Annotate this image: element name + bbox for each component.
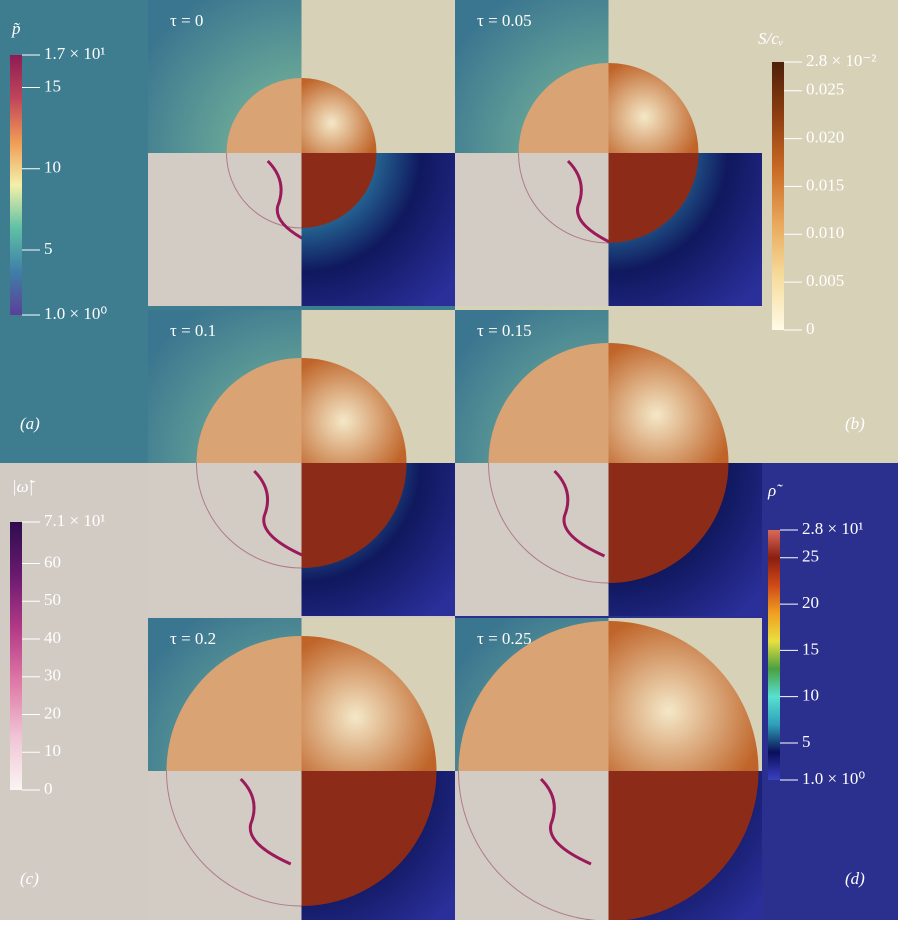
- corner-label: (d): [845, 869, 865, 888]
- vortex-sheet: [566, 159, 609, 244]
- panel: τ = 0.2: [148, 618, 455, 924]
- colorbar: [10, 522, 22, 790]
- tick-label: 50: [44, 590, 61, 609]
- colorbars: p̃ 1.0 × 10⁰ 5 10 15 1.7 × 10¹ S/cᵥ 0 0.005 0.010…: [10, 19, 876, 798]
- front: [301, 636, 437, 771]
- tick-label: 5: [44, 239, 53, 258]
- tick-label: 7.1 × 10¹: [44, 511, 105, 530]
- tick-label: 20: [44, 703, 61, 722]
- tick-label: 15: [44, 76, 61, 95]
- tick-label: 10: [44, 158, 61, 177]
- panel: τ = 0.05: [455, 0, 762, 306]
- corner-label: (c): [20, 869, 39, 888]
- tick-label: 0: [806, 319, 815, 338]
- panel: τ = 0.25: [455, 618, 762, 924]
- tick-label: 1.0 × 10⁰: [44, 304, 107, 323]
- front: [488, 343, 609, 463]
- front: [518, 63, 609, 153]
- corner-label: (b): [845, 414, 865, 433]
- front: [608, 463, 729, 583]
- vortex-sheet: [253, 469, 302, 557]
- front: [226, 78, 302, 153]
- tick-label: 5: [802, 732, 811, 751]
- tick-label: 10: [802, 686, 819, 705]
- panel-label: τ = 0.05: [477, 11, 532, 30]
- colorbar: [768, 530, 780, 780]
- vortex-sheet: [553, 469, 606, 558]
- tick-label: 0.025: [806, 80, 844, 99]
- front: [301, 153, 377, 228]
- front: [608, 621, 759, 771]
- panel: τ = 0.15: [455, 310, 762, 616]
- front: [608, 343, 729, 463]
- tick-label: 60: [44, 552, 61, 571]
- tick-label: 0.010: [806, 223, 844, 242]
- tick-label: 0.015: [806, 175, 844, 194]
- tick-label: 40: [44, 628, 61, 647]
- tick-label: 10: [44, 741, 61, 760]
- vortex-sheet: [266, 159, 302, 240]
- colorbar: [772, 62, 784, 330]
- colorbar-title: p̃: [11, 19, 21, 38]
- front: [301, 78, 377, 153]
- front: [608, 63, 699, 153]
- panel-label: τ = 0.2: [170, 629, 216, 648]
- front: [166, 771, 302, 907]
- front: [301, 358, 407, 463]
- front: [226, 153, 302, 229]
- tick-label: 15: [802, 639, 819, 658]
- panel: τ = 0.1: [148, 310, 455, 616]
- tick-label: 0: [44, 779, 53, 798]
- front: [608, 153, 699, 243]
- panel-label: τ = 0: [170, 11, 203, 30]
- colorbar-title: |ω̃|: [12, 477, 36, 496]
- front: [301, 771, 437, 906]
- corner-label: (a): [20, 414, 40, 433]
- front: [301, 463, 407, 568]
- front: [488, 463, 609, 584]
- front: [196, 358, 302, 463]
- tick-label: 1.0 × 10⁰: [802, 769, 865, 788]
- tick-label: 2.8 × 10⁻²: [806, 51, 876, 70]
- colorbar: [10, 55, 22, 315]
- vortex-sheet: [239, 777, 292, 866]
- front: [166, 636, 302, 771]
- panel: τ = 0: [148, 0, 455, 306]
- tick-label: 20: [802, 593, 819, 612]
- tick-label: 25: [802, 547, 819, 566]
- front: [196, 463, 302, 569]
- panel-label: τ = 0.1: [170, 321, 216, 340]
- vortex-sheet: [539, 777, 592, 866]
- panel-label: τ = 0.25: [477, 629, 532, 648]
- colorbar-title: S/cᵥ: [758, 29, 784, 48]
- panel-label: τ = 0.15: [477, 321, 532, 340]
- tick-label: 0.020: [806, 127, 844, 146]
- tick-label: 2.8 × 10¹: [802, 519, 863, 538]
- front: [458, 621, 609, 771]
- front: [608, 771, 759, 921]
- tick-label: 0.005: [806, 271, 844, 290]
- tick-label: 30: [44, 666, 61, 685]
- tick-label: 1.7 × 10¹: [44, 44, 105, 63]
- front: [518, 153, 609, 244]
- front: [458, 771, 609, 922]
- panels: τ = 0 τ = 0.05 τ = 0.1 τ = 0.15 τ = 0.2 τ = 0…: [148, 0, 762, 924]
